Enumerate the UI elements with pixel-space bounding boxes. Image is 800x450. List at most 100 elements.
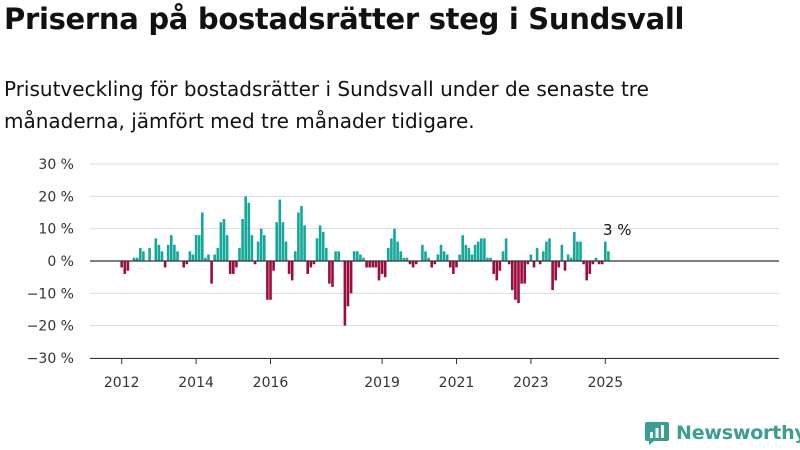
bar xyxy=(294,251,297,261)
bar xyxy=(135,257,139,261)
bar xyxy=(154,238,158,261)
bar xyxy=(545,241,548,261)
bar xyxy=(160,251,164,261)
bar xyxy=(405,257,409,261)
bar xyxy=(362,257,365,261)
bar xyxy=(216,248,220,261)
y-tick-label: 30 % xyxy=(38,157,74,173)
bar xyxy=(163,261,167,268)
bar xyxy=(480,238,483,261)
bar xyxy=(414,261,418,265)
bar xyxy=(421,244,424,261)
bar xyxy=(445,254,449,261)
bar xyxy=(247,202,251,261)
bar xyxy=(396,241,399,261)
bar xyxy=(346,261,350,307)
bar xyxy=(194,235,198,261)
bar xyxy=(371,261,375,268)
bar xyxy=(269,261,272,300)
bar xyxy=(452,261,455,274)
bar xyxy=(318,225,322,261)
bar xyxy=(576,241,579,261)
bar xyxy=(197,235,201,261)
bar xyxy=(520,261,523,284)
bar xyxy=(560,244,564,261)
bar xyxy=(228,261,232,274)
bar xyxy=(207,254,210,261)
bar xyxy=(365,261,368,268)
bar xyxy=(225,235,229,261)
bar xyxy=(368,261,371,268)
bar xyxy=(424,251,427,261)
bar xyxy=(526,261,530,265)
bar xyxy=(532,261,536,268)
bar xyxy=(238,248,241,261)
newsworthy-logo-icon xyxy=(645,422,669,445)
bar xyxy=(374,261,378,268)
newsworthy-logo: Newsworthy xyxy=(644,420,800,446)
bar xyxy=(157,244,161,261)
bar xyxy=(173,244,176,261)
bar xyxy=(166,244,170,261)
bar xyxy=(287,261,291,274)
bar xyxy=(337,251,340,261)
bar xyxy=(256,241,260,261)
x-tick-label: 2014 xyxy=(178,375,214,391)
bar xyxy=(573,231,576,261)
bar xyxy=(325,248,328,261)
bar xyxy=(383,261,387,278)
bar xyxy=(551,261,554,291)
y-tick-label: 10 % xyxy=(38,222,74,238)
bar xyxy=(349,261,353,294)
bar xyxy=(483,238,486,261)
bar xyxy=(588,261,592,274)
bar xyxy=(210,261,213,284)
bar xyxy=(191,254,195,261)
y-tick-label: −20 % xyxy=(27,319,74,335)
bar xyxy=(455,261,458,268)
newsworthy-logo-text: Newsworthy xyxy=(676,422,800,444)
bar xyxy=(281,222,285,261)
bar xyxy=(501,251,505,261)
bar xyxy=(204,257,207,261)
bar xyxy=(489,257,492,261)
y-tick-label: −30 % xyxy=(27,351,74,367)
bar xyxy=(312,261,316,265)
bar xyxy=(253,261,257,265)
bar xyxy=(594,257,598,261)
bar xyxy=(476,241,480,261)
bar xyxy=(579,241,582,261)
bar xyxy=(328,261,331,284)
x-tick-label: 2021 xyxy=(439,375,475,391)
bar xyxy=(244,196,247,261)
bar xyxy=(185,261,189,265)
bar xyxy=(458,254,461,261)
bar xyxy=(297,212,300,261)
bar xyxy=(331,261,334,287)
bar xyxy=(377,261,381,281)
bar xyxy=(126,261,130,271)
bar xyxy=(569,257,573,261)
bar xyxy=(436,254,440,261)
bar xyxy=(393,228,396,261)
bar xyxy=(148,248,151,261)
x-tick-label: 2023 xyxy=(513,375,549,391)
bar xyxy=(352,251,356,261)
bar xyxy=(529,254,533,261)
bar xyxy=(266,261,269,300)
bar xyxy=(495,261,499,281)
bar xyxy=(600,261,604,265)
bar xyxy=(427,257,430,261)
bar xyxy=(303,225,306,261)
bar xyxy=(439,244,443,261)
x-tick-label: 2019 xyxy=(364,375,400,391)
bar xyxy=(430,261,433,268)
bar xyxy=(387,248,390,261)
bar xyxy=(222,218,226,261)
bar xyxy=(235,261,238,268)
y-tick-label: 0 % xyxy=(47,254,74,270)
bar xyxy=(359,254,362,261)
bar xyxy=(504,238,508,261)
axes xyxy=(90,260,779,364)
bar xyxy=(486,257,489,261)
